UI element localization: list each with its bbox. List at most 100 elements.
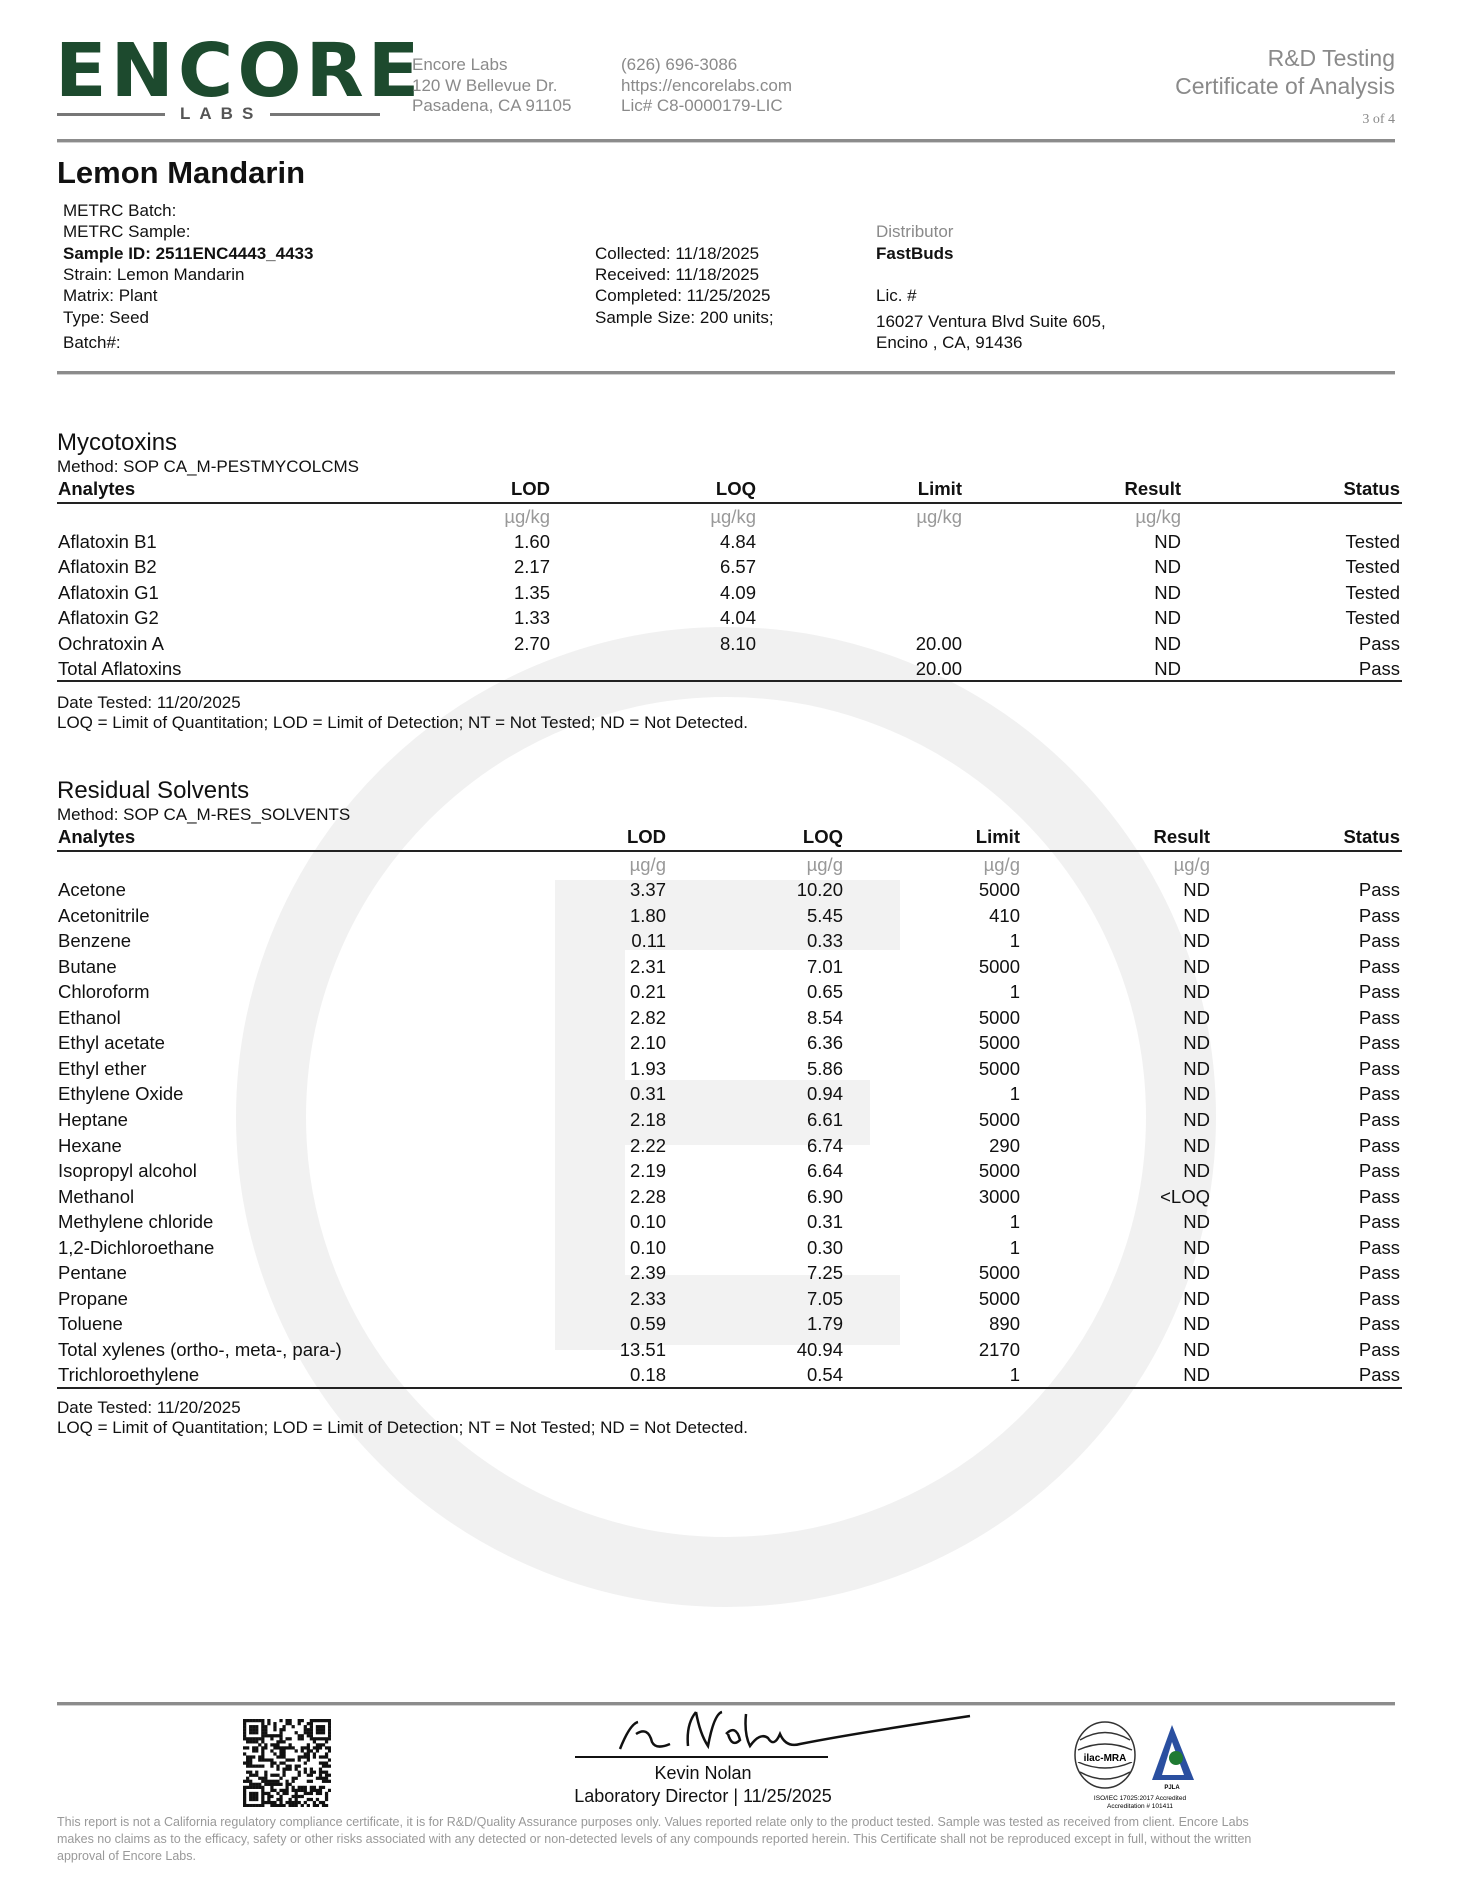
sample-title: Lemon Mandarin <box>57 155 306 190</box>
table-row-result: ND <box>1154 581 1181 603</box>
table-row-lod: 0.31 <box>629 1083 666 1105</box>
table-row-analyte: Isopropyl alcohol <box>58 1160 197 1182</box>
table-row-result: ND <box>1183 1313 1210 1335</box>
table-row-lod: 2.19 <box>629 1160 666 1182</box>
table-row-limit: 1 <box>1009 1236 1020 1258</box>
table-row-analyte: Aflatoxin B2 <box>58 556 157 578</box>
table-row: Trichloroethylene 0.18 0.54 1 ND Pass <box>57 1364 1402 1388</box>
table-row: Total Aflatoxins 20.00 ND Pass <box>57 658 1402 682</box>
table-row-loq: 8.10 <box>719 632 756 654</box>
table-row-loq: 5.45 <box>806 904 843 926</box>
accreditation-logos: ilac-MRA PJLA ISO/IEC 17025:2017 Accredi… <box>1074 1721 1194 1810</box>
table-row-loq: 0.54 <box>806 1364 843 1386</box>
table-row-status: Pass <box>1358 1134 1400 1156</box>
table-row-result: ND <box>1183 1287 1210 1309</box>
table-row: Ethyl acetate 2.10 6.36 5000 ND Pass <box>57 1032 1402 1056</box>
table-row-status: Pass <box>1358 1057 1400 1079</box>
table-row-analyte: Ethyl ether <box>58 1057 147 1079</box>
table-row-limit: 5000 <box>978 1006 1020 1028</box>
table-row-result: <LOQ <box>1160 1185 1210 1207</box>
table-row: Ochratoxin A 2.70 8.10 20.00 ND Pass <box>57 633 1402 657</box>
table-row-status: Pass <box>1358 1313 1400 1335</box>
table-row: Butane 2.31 7.01 5000 ND Pass <box>57 956 1402 980</box>
table-row-result: ND <box>1154 632 1181 654</box>
table-row-loq: 0.33 <box>806 930 843 952</box>
units-row-loq: µg/kg <box>710 506 756 527</box>
table-row-lod: 1.60 <box>513 531 550 552</box>
solvents-date-tested: Date Tested: 11/20/2025 <box>57 1398 241 1417</box>
table-row-status: Pass <box>1358 955 1400 977</box>
svg-text:PJLA: PJLA <box>1164 1785 1180 1791</box>
solvents-title: Residual Solvents <box>57 777 250 804</box>
table-row: 1,2-Dichloroethane 0.10 0.30 1 ND Pass <box>57 1237 1402 1261</box>
table-row-status: Pass <box>1358 1338 1400 1360</box>
batch-number: Batch#: <box>63 333 121 352</box>
header-row-analyte: Analytes <box>58 826 136 847</box>
table-row-result: ND <box>1183 1262 1210 1284</box>
table-row-analyte: Pentane <box>58 1262 127 1284</box>
table-row: Isopropyl alcohol 2.19 6.64 5000 ND Pass <box>57 1160 1402 1184</box>
table-row-lod: 0.10 <box>629 1211 666 1233</box>
table-row: Aflatoxin G2 1.33 4.04 ND Tested <box>57 607 1402 631</box>
table-row-loq: 0.30 <box>806 1236 843 1258</box>
qr-code-icon[interactable] <box>243 1719 331 1807</box>
table-row-result: ND <box>1183 955 1210 977</box>
table-row-limit: 3000 <box>978 1185 1020 1207</box>
table-row: Ethyl ether 1.93 5.86 5000 ND Pass <box>57 1058 1402 1082</box>
table-row-result: ND <box>1154 556 1181 578</box>
accreditation-text-2: Accreditation # 101411 <box>1107 1803 1173 1810</box>
table-row-result: ND <box>1154 607 1181 629</box>
received-date: Received: 11/18/2025 <box>595 265 760 284</box>
table-row-status: Pass <box>1358 1287 1400 1309</box>
lab-phone: (626) 696-3086 <box>621 55 738 74</box>
units-row-result: µg/g <box>1173 854 1210 875</box>
table-row: Propane 2.33 7.05 5000 ND Pass <box>57 1288 1402 1312</box>
pjla-logo-icon: PJLA <box>1152 1725 1194 1791</box>
solvents-method: Method: SOP CA_M-RES_SOLVENTS <box>57 805 351 824</box>
disclaimer: This report is not a California regulato… <box>57 1814 1251 1865</box>
table-bottom-rule <box>57 1387 1402 1389</box>
table-row-status: Pass <box>1358 1364 1400 1386</box>
signature-line <box>575 1756 828 1758</box>
lab-address: Encore Labs 120 W Bellevue Dr. Pasadena,… <box>412 55 571 117</box>
table-row-result: ND <box>1183 1057 1210 1079</box>
table-row-limit: 5000 <box>978 1262 1020 1284</box>
table-row-analyte: Trichloroethylene <box>58 1364 200 1386</box>
table-row-result: ND <box>1183 1236 1210 1258</box>
table-row-limit: 1 <box>1009 981 1020 1003</box>
mycotoxins-table: Analytes LOD LOQ Limit Result Status µg/kg µg/k… <box>57 478 1402 688</box>
table-row: Methanol 2.28 6.90 3000 <LOQ Pass <box>57 1186 1402 1210</box>
table-row-status: Pass <box>1358 1160 1400 1182</box>
units-row: µg/kg µg/kg µg/kg µg/kg <box>57 506 1402 530</box>
units-row-limit: µg/g <box>983 854 1020 875</box>
table-row: Toluene 0.59 1.79 890 ND Pass <box>57 1313 1402 1337</box>
units-row-limit: µg/kg <box>916 506 962 527</box>
table-row-lod: 2.28 <box>629 1185 666 1207</box>
distributor-address-1: 16027 Ventura Blvd Suite 605, <box>876 312 1106 331</box>
logo-rule-right <box>270 113 380 116</box>
table-row: Aflatoxin G1 1.35 4.09 ND Tested <box>57 582 1402 606</box>
solvents-table: Analytes LOD LOQ Limit Result Status µg/g µg/g µ… <box>57 826 1402 1396</box>
signer-block: Kevin Nolan Laboratory Director | 11/25/… <box>550 1762 856 1808</box>
table-row-analyte: Aflatoxin G1 <box>58 581 159 603</box>
table-row-status: Tested <box>1345 607 1400 629</box>
table-row: Acetonitrile 1.80 5.45 410 ND Pass <box>57 905 1402 929</box>
table-row: Ethanol 2.82 8.54 5000 ND Pass <box>57 1007 1402 1031</box>
mycotoxins-note: LOQ = Limit of Quantitation; LOD = Limit… <box>57 713 749 732</box>
report-title: R&D Testing Certificate of Analysis <box>1175 44 1395 100</box>
disclaimer-line-1: This report is not a California regulato… <box>57 1815 1249 1829</box>
table-row-result: ND <box>1183 1108 1210 1130</box>
table-row: Acetone 3.37 10.20 5000 ND Pass <box>57 879 1402 903</box>
table-row-status: Pass <box>1358 879 1400 900</box>
lab-website[interactable]: https://encorelabs.com <box>621 75 793 95</box>
table-row: Hexane 2.22 6.74 290 ND Pass <box>57 1135 1402 1159</box>
table-row-analyte: Aflatoxin G2 <box>58 607 159 629</box>
table-row-analyte: Total Aflatoxins <box>58 658 182 679</box>
info-divider <box>57 371 1395 375</box>
table-row-result: ND <box>1183 1364 1210 1386</box>
table-row-limit: 20.00 <box>915 632 962 654</box>
table-row-result: ND <box>1183 1160 1210 1182</box>
table-row-status: Pass <box>1358 981 1400 1003</box>
strain: Strain: Lemon Mandarin <box>63 265 245 284</box>
table-row-loq: 4.09 <box>719 581 756 603</box>
